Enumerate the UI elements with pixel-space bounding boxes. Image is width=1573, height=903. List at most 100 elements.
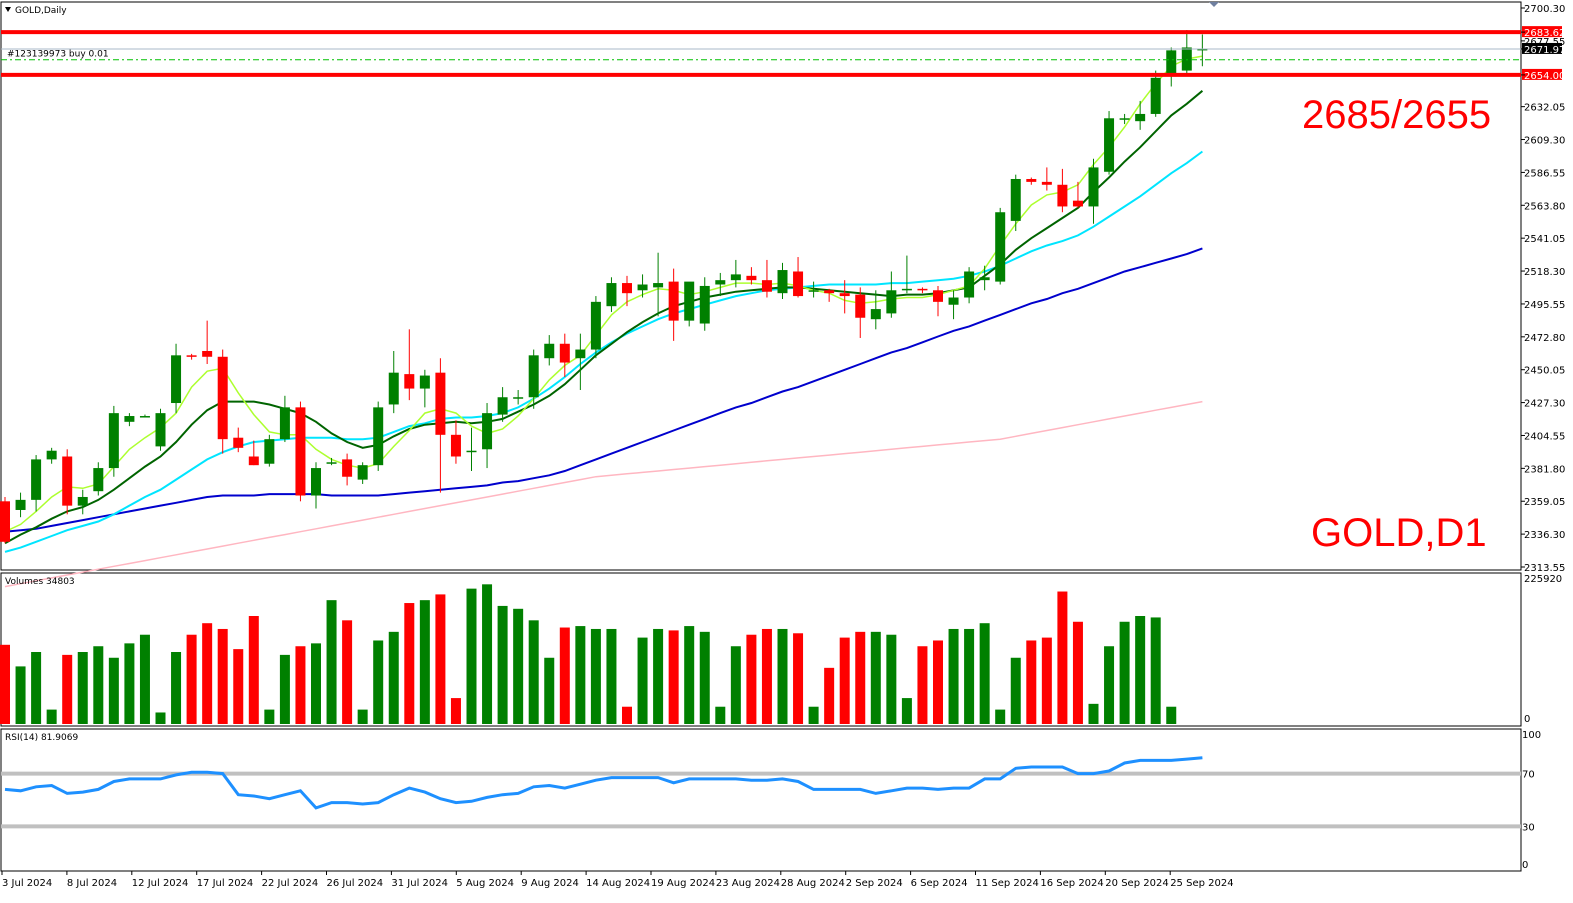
price-tick-label: 2381.80 bbox=[1524, 464, 1565, 475]
price-tick-label: 2563.80 bbox=[1524, 201, 1565, 212]
volume-bar bbox=[357, 709, 368, 724]
candle-body bbox=[326, 462, 337, 464]
volume-bar bbox=[917, 646, 928, 724]
volume-bar bbox=[62, 654, 73, 724]
volume-bar bbox=[419, 600, 430, 724]
candle-body bbox=[497, 397, 508, 415]
price-tick-label: 2671.97 bbox=[1524, 45, 1565, 56]
volume-bar bbox=[901, 698, 912, 724]
candle-body bbox=[404, 374, 415, 389]
volume-bar bbox=[590, 628, 601, 724]
volume-axis-min: 0 bbox=[1524, 714, 1530, 725]
price-tick-label: 2359.05 bbox=[1524, 497, 1565, 508]
candle-body bbox=[948, 297, 959, 305]
volume-bar bbox=[544, 657, 555, 724]
candle-body bbox=[559, 343, 570, 363]
volume-bar bbox=[730, 646, 741, 724]
candle-body bbox=[124, 416, 135, 422]
shift-marker-icon[interactable] bbox=[1209, 2, 1219, 7]
volume-bar bbox=[1026, 640, 1037, 724]
volume-bar bbox=[404, 603, 415, 724]
candle-body bbox=[1135, 113, 1146, 122]
volume-bar bbox=[388, 631, 399, 724]
volume-bar bbox=[1119, 621, 1130, 724]
date-tick-label: 31 Jul 2024 bbox=[391, 878, 448, 889]
date-tick-label: 22 Jul 2024 bbox=[262, 878, 319, 889]
candle-body bbox=[1104, 118, 1115, 172]
volume-bar bbox=[528, 620, 539, 724]
price-tick-label: 2404.55 bbox=[1524, 431, 1565, 442]
volume-bar bbox=[668, 630, 679, 724]
volume-bar bbox=[1088, 703, 1099, 724]
candle-body bbox=[777, 270, 788, 294]
volume-bar bbox=[1010, 657, 1021, 724]
volume-bar bbox=[1041, 637, 1052, 724]
candle-body bbox=[715, 280, 726, 285]
volume-bar bbox=[746, 634, 757, 724]
volume-bar bbox=[15, 666, 26, 724]
volume-bars bbox=[0, 584, 1177, 724]
ma-longest-line bbox=[4, 400, 1203, 588]
volume-bar bbox=[699, 631, 710, 724]
volume-bar bbox=[777, 628, 788, 724]
price-tick-label: 2677.55 bbox=[1524, 37, 1565, 48]
candle-body bbox=[575, 349, 586, 359]
candle-body bbox=[373, 407, 384, 466]
volume-bar bbox=[93, 646, 104, 724]
candle-body bbox=[202, 350, 213, 357]
rsi-panel-frame bbox=[0, 728, 1522, 872]
price-tick-badge bbox=[1522, 68, 1562, 80]
volume-bar bbox=[793, 633, 804, 724]
volume-bar bbox=[31, 652, 42, 724]
date-tick-label: 28 Aug 2024 bbox=[781, 878, 845, 889]
candle-body bbox=[1010, 178, 1021, 221]
volume-bar bbox=[1150, 617, 1161, 724]
volume-bar bbox=[450, 698, 461, 724]
price-tick-label: 2632.05 bbox=[1524, 103, 1565, 114]
rsi-axis-min: 0 bbox=[1522, 860, 1528, 871]
volume-bar bbox=[637, 637, 648, 724]
price-tick-label: 2472.80 bbox=[1524, 333, 1565, 344]
date-tick-label: 14 Aug 2024 bbox=[586, 878, 650, 889]
volume-title: Volumes 34803 bbox=[5, 577, 75, 587]
candle-body bbox=[1026, 178, 1037, 182]
candle-body bbox=[435, 372, 446, 435]
volume-bar bbox=[886, 634, 897, 724]
candle-body bbox=[855, 294, 866, 318]
triangle-down-icon[interactable] bbox=[5, 7, 11, 12]
candle-body bbox=[450, 434, 461, 457]
candle-body bbox=[311, 468, 321, 496]
candle-body bbox=[93, 468, 104, 492]
candle-body bbox=[357, 465, 368, 480]
candle-body bbox=[1150, 77, 1161, 114]
candle-body bbox=[388, 372, 399, 405]
candle-body bbox=[155, 413, 166, 447]
volume-bar bbox=[233, 649, 244, 724]
candle-body bbox=[108, 413, 119, 469]
volume-bar bbox=[1104, 646, 1115, 724]
date-tick-label: 3 Jul 2024 bbox=[2, 878, 52, 889]
order-label: #123139973 buy 0.01 bbox=[7, 50, 109, 60]
date-tick-label: 16 Sep 2024 bbox=[1040, 878, 1103, 889]
price-tick-label: 2450.05 bbox=[1524, 366, 1565, 377]
price-tick-label: 2427.30 bbox=[1524, 399, 1565, 410]
candle-body bbox=[761, 280, 772, 292]
volume-axis-max: 225920 bbox=[1524, 574, 1562, 585]
candle-body bbox=[1057, 184, 1068, 207]
candle-body bbox=[62, 456, 73, 506]
candle-body bbox=[419, 375, 430, 389]
volume-bar bbox=[948, 628, 959, 724]
date-tick-label: 25 Sep 2024 bbox=[1170, 878, 1233, 889]
date-tick-label: 19 Aug 2024 bbox=[651, 878, 715, 889]
date-axis: 3 Jul 2024 8 Jul 2024 12 Jul 2024 17 Jul 20… bbox=[1, 871, 1234, 889]
volume-bar bbox=[46, 709, 57, 724]
volume-bar bbox=[1135, 616, 1146, 724]
rsi-title: RSI(14) 81.9069 bbox=[5, 733, 78, 743]
volume-bar bbox=[622, 706, 632, 724]
candle-body bbox=[466, 450, 477, 453]
candle-body bbox=[1166, 50, 1177, 77]
